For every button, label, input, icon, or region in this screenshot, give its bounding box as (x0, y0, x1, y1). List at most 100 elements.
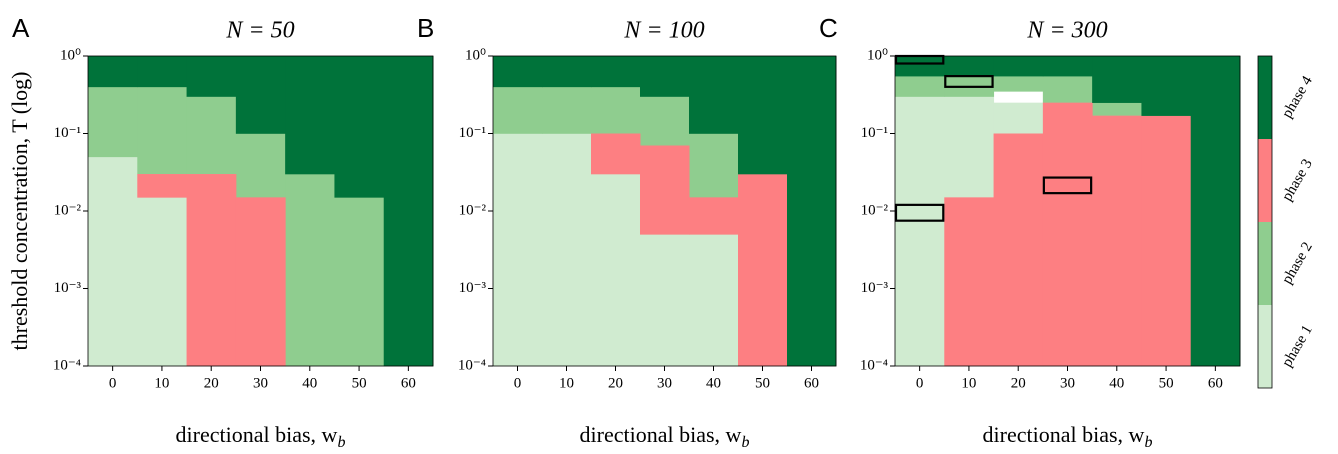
x-axis-label-sub: b (741, 434, 749, 451)
y-tick-label: 10⁻² (459, 202, 487, 218)
colorbar-label: phase 1 (1279, 323, 1316, 370)
phase-cell (993, 76, 1044, 92)
phase-cell (285, 56, 335, 175)
x-tick-label: 30 (253, 375, 268, 391)
x-axis-label-main: directional bias, w (580, 422, 742, 447)
phase-cell (383, 56, 434, 367)
panel-title: N = 300 (1026, 18, 1107, 44)
panel-label: B (417, 13, 434, 43)
phase-cell (787, 56, 837, 367)
phase-cell (1042, 76, 1093, 103)
x-tick-label: 40 (1109, 375, 1124, 391)
x-tick-label: 20 (204, 375, 219, 391)
x-axis-label: directional bias, wb (176, 422, 346, 451)
x-tick-label: 60 (1208, 375, 1223, 391)
phase-cell (1141, 115, 1192, 367)
phase-cell (689, 197, 739, 235)
phase-cell (591, 56, 641, 88)
y-tick-label: 10⁻⁴ (458, 357, 486, 373)
x-tick-label: 20 (608, 375, 623, 391)
colorbar-segment (1258, 56, 1272, 139)
phase-cell (542, 56, 592, 88)
x-tick-label: 30 (1060, 375, 1075, 391)
x-tick-label: 20 (1011, 375, 1026, 391)
highlight-box (1042, 176, 1093, 195)
colorbar-segment (1258, 305, 1272, 388)
phase-cell (993, 56, 1044, 77)
phase-cell (640, 96, 690, 146)
phase-cell (235, 197, 286, 367)
phase-cell (334, 56, 385, 198)
x-axis-label-sub: b (337, 434, 345, 451)
y-tick-label: 10⁻³ (459, 280, 487, 296)
phase-cell (591, 133, 641, 175)
phase-cell (137, 86, 188, 175)
phase-cell (689, 56, 739, 134)
phase-cell (137, 197, 188, 367)
phase-cell (186, 56, 237, 97)
phase-cell (895, 76, 945, 97)
colorbar-label: phase 3 (1279, 157, 1316, 204)
phase-cell (493, 86, 543, 134)
y-tick-label: 10⁻² (861, 202, 889, 218)
x-tick-label: 50 (1159, 375, 1174, 391)
phase-cell (1092, 56, 1142, 103)
y-tick-label: 10⁻⁴ (53, 357, 81, 373)
y-tick-label: 10⁻² (54, 202, 82, 218)
x-tick-label: 50 (755, 375, 770, 391)
phase-cell (88, 56, 138, 88)
x-tick-label: 60 (401, 375, 416, 391)
y-tick-label: 10⁰ (465, 47, 486, 63)
y-tick-label: 10⁰ (867, 47, 888, 63)
panel-label: A (12, 13, 30, 43)
x-tick-label: 10 (154, 375, 169, 391)
phase-cell (993, 102, 1044, 134)
phase-cell (895, 96, 945, 367)
phase-cell (493, 56, 543, 88)
y-tick-label: 10⁻¹ (54, 125, 81, 141)
x-tick-label: 10 (559, 375, 574, 391)
phase-cell (235, 133, 286, 198)
phase-cell (88, 156, 138, 367)
phase-cell (944, 96, 995, 198)
plot-frame (492, 55, 837, 367)
x-tick-label: 40 (706, 375, 721, 391)
x-axis-label-main: directional bias, w (176, 422, 338, 447)
phase-cell (542, 133, 592, 367)
phase-cell (285, 174, 335, 367)
phase-cell (1190, 56, 1241, 367)
phase-cell (640, 234, 690, 367)
phase-cell (640, 56, 690, 97)
plot-frame (894, 55, 1241, 367)
y-tick-label: 10⁰ (60, 47, 81, 63)
phase-cell (186, 174, 237, 367)
panel-title: N = 50 (225, 18, 294, 44)
phase-cell (493, 133, 543, 367)
phase-cell (993, 133, 1044, 367)
colorbar-label: phase 2 (1279, 240, 1316, 287)
x-axis-label: directional bias, wb (983, 422, 1153, 451)
y-tick-label: 10⁻⁴ (860, 357, 888, 373)
phase-cell (334, 197, 385, 367)
x-tick-label: 0 (109, 375, 117, 391)
x-axis-label-sub: b (1144, 434, 1152, 451)
colorbar-segment (1258, 222, 1272, 305)
y-tick-label: 10⁻³ (54, 280, 82, 296)
phase-cell (591, 174, 641, 367)
x-tick-label: 40 (302, 375, 317, 391)
y-axis-label: threshold concentration, T (log) (7, 71, 32, 350)
phase-cell (1141, 56, 1192, 116)
highlight-box (944, 75, 994, 88)
y-tick-label: 10⁻¹ (861, 125, 888, 141)
x-tick-label: 0 (514, 375, 522, 391)
phase-cell (944, 56, 995, 77)
phase-cell (542, 86, 592, 134)
x-axis-label-main: directional bias, w (983, 422, 1145, 447)
y-tick-label: 10⁻³ (861, 280, 889, 296)
phase-cell (1042, 102, 1093, 367)
y-tick-label: 10⁻¹ (459, 125, 486, 141)
x-tick-label: 60 (804, 375, 819, 391)
x-tick-label: 30 (657, 375, 672, 391)
colorbar-label: phase 4 (1279, 73, 1316, 121)
